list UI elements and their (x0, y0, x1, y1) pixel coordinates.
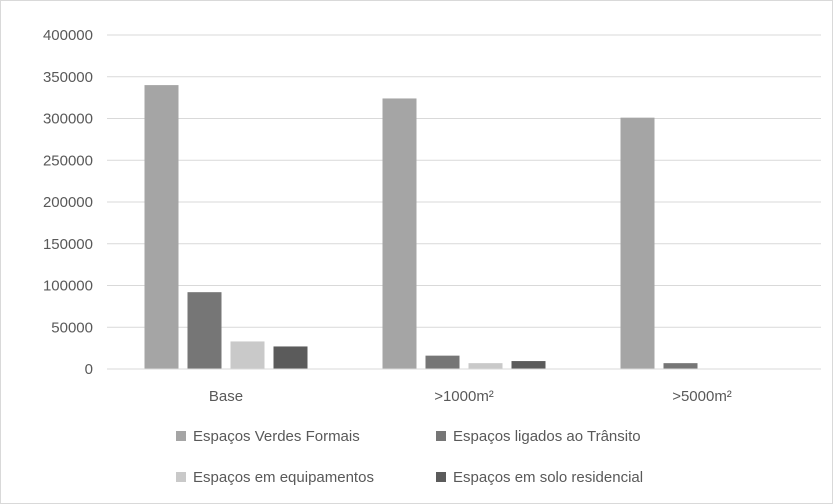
legend-label: Espaços ligados ao Trânsito (453, 428, 641, 445)
bar (187, 292, 222, 369)
x-category-label: >1000m² (434, 388, 494, 405)
bar (230, 341, 265, 369)
x-category-label: >5000m² (672, 388, 732, 405)
legend-label: Espaços em equipamentos (193, 469, 374, 486)
gridlines (107, 34, 821, 328)
bar (273, 346, 308, 369)
y-tick-label: 200000 (43, 194, 93, 211)
bar (468, 363, 503, 369)
y-tick-label: 150000 (43, 236, 93, 253)
legend-swatch (436, 431, 446, 441)
y-tick-label: 0 (85, 361, 93, 378)
bar (511, 361, 546, 369)
y-tick-label: 400000 (43, 27, 93, 44)
bar (425, 355, 460, 369)
legend-label: Espaços Verdes Formais (193, 428, 360, 445)
x-category-label: Base (209, 388, 243, 405)
bar (663, 363, 698, 369)
x-axis-category-labels: Base >1000m² >5000m² (209, 388, 732, 405)
legend: Espaços Verdes Formais Espaços ligados ao… (176, 428, 643, 486)
y-tick-label: 350000 (43, 69, 93, 86)
bar (620, 117, 655, 369)
bars (144, 85, 698, 370)
bar (144, 85, 179, 369)
bar (382, 98, 417, 370)
legend-swatch (176, 472, 186, 482)
y-axis-tick-labels: 0 50000 100000 150000 200000 250000 300000 3500… (43, 27, 93, 378)
y-tick-label: 100000 (43, 278, 93, 295)
legend-swatch (176, 431, 186, 441)
y-tick-label: 250000 (43, 152, 93, 169)
legend-swatch (436, 472, 446, 482)
y-tick-label: 50000 (51, 319, 93, 336)
y-tick-label: 300000 (43, 111, 93, 128)
legend-label: Espaços em solo residencial (453, 469, 643, 486)
